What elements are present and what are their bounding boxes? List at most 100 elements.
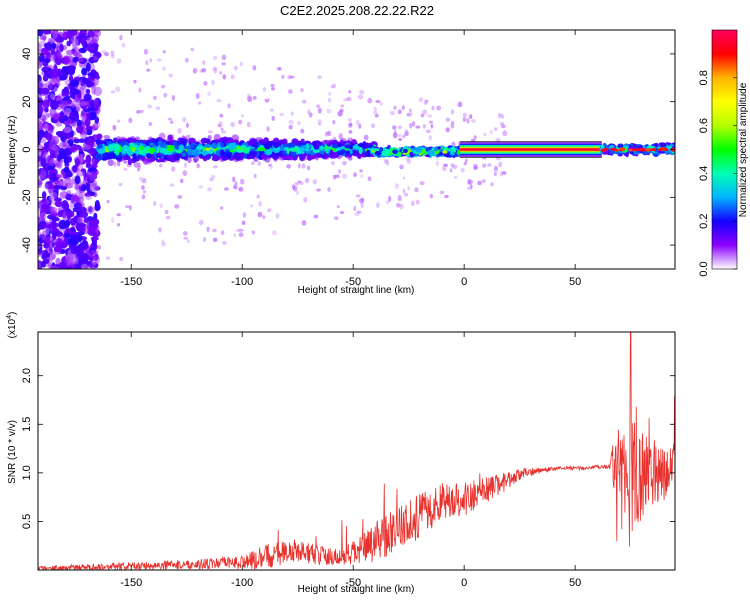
spectrogram-blob — [83, 217, 89, 224]
spectrogram-blob — [77, 92, 82, 99]
spectrogram-blob — [142, 139, 147, 144]
spectrogram-blob — [68, 139, 74, 147]
spectrogram-blob — [365, 149, 371, 157]
spectrogram-blob — [40, 157, 47, 168]
spectrogram-blob — [60, 100, 69, 108]
spectrogram-blob — [276, 67, 281, 71]
spectrogram-blob — [386, 200, 389, 204]
spectrogram-blob — [327, 130, 332, 137]
spectrogram-blob — [397, 151, 402, 156]
spectrogram-blob — [371, 123, 376, 129]
spectrogram-blob — [306, 165, 311, 171]
spectrogram-blob — [234, 65, 238, 71]
spectrogram-blob — [238, 232, 244, 238]
colorbar: 0.0 0.2 0.4 0.6 0.8 Normalized spectral ampl… — [698, 29, 749, 277]
spectrogram-blob — [288, 157, 294, 161]
spectrogram-blob — [497, 112, 502, 119]
spectrogram-blob — [408, 112, 413, 117]
spectrogram-blob — [392, 149, 399, 155]
spectrogram-blob — [286, 164, 291, 169]
spectrogram-blob — [141, 185, 145, 190]
spectrogram-blob — [228, 142, 236, 150]
spectrogram-blob — [307, 155, 314, 159]
spectrogram-blob — [397, 125, 402, 130]
spectrogram-blob — [68, 147, 75, 153]
spectrogram-blob — [219, 113, 224, 118]
spectrogram-blob — [494, 127, 498, 132]
spectrogram-blob — [133, 79, 137, 84]
colorbar-label: Normalized spectral amplitude — [738, 82, 749, 217]
spectrogram-blob — [220, 149, 225, 157]
spectrogram-blob — [106, 199, 110, 204]
spectrogram-blob — [304, 177, 310, 184]
spectrogram-blob — [347, 118, 352, 122]
spectrogram-blob — [430, 124, 434, 129]
spectrogram-blob — [43, 122, 49, 131]
spectrogram-blob — [339, 210, 345, 215]
spectrogram-blob — [469, 114, 473, 119]
spectrogram-blob — [67, 156, 72, 163]
spectrogram-blob — [90, 236, 99, 241]
spectrogram-blob — [469, 183, 473, 190]
spectrogram-blob — [42, 252, 51, 259]
spectrogram-marks — [38, 30, 675, 269]
spectrogram-blob — [81, 263, 88, 269]
spectrogram-blob — [332, 152, 338, 157]
spectrogram-blob — [318, 122, 322, 126]
spectrogram-blob — [344, 144, 352, 149]
spectrogram-blob — [350, 138, 357, 144]
snr-x-tick-label: 50 — [569, 577, 581, 589]
spectrogram-blob — [462, 116, 467, 122]
spectrogram-blob — [372, 148, 380, 152]
spectrogram-blob — [81, 77, 89, 84]
spectrogram-blob — [257, 147, 265, 152]
spectrogram-blob — [658, 148, 663, 152]
spectrogram-blob — [53, 179, 59, 185]
spectrogram-blob — [324, 131, 328, 137]
spectrogram-blob — [40, 87, 50, 95]
spectrogram-blob — [435, 160, 439, 167]
spectrogram-blob — [376, 202, 380, 209]
spectrogram-blob — [185, 134, 191, 139]
spectrogram-blob — [174, 204, 180, 209]
spectrogram-blob — [50, 211, 58, 217]
spectrogram-blob — [88, 110, 97, 121]
spectrogram-blob — [477, 180, 483, 186]
spectrogram-blob — [184, 162, 187, 169]
spectrogram-blob — [250, 204, 253, 208]
spectrogram-blob — [156, 152, 162, 158]
spectrogram-blob — [181, 152, 186, 157]
spectrogram-blob — [152, 95, 157, 100]
spectrogram-blob — [127, 158, 133, 166]
spectrogram-blob — [219, 142, 225, 148]
spectrogram-blob — [288, 119, 294, 125]
spectrogram-blob — [118, 141, 126, 146]
spectrogram-blob — [220, 230, 225, 236]
spectrogram-blob — [94, 203, 101, 211]
spectrogram-blob — [116, 213, 121, 217]
spectrogram-blob — [331, 143, 339, 149]
spectrogram-y-axis-label: Frequency (Hz) — [7, 116, 18, 185]
spectrogram-blob — [40, 223, 46, 229]
spectrogram-blob — [452, 164, 458, 170]
spectrogram-blob — [93, 212, 98, 220]
spectrogram-blob — [297, 163, 301, 169]
spectrogram-blob — [359, 89, 365, 95]
snr-panel: -150 -100 -50 0 50 0.5 1.0 1.5 2.0 Height of st… — [6, 312, 676, 595]
spectrogram-blob — [220, 127, 224, 131]
spectrogram-blob — [379, 101, 384, 106]
spectrogram-blob — [38, 229, 41, 239]
spectrogram-blob — [119, 34, 123, 41]
spectrogram-blob — [118, 182, 123, 187]
spectrogram-blob — [347, 137, 353, 141]
spectrogram-blob — [103, 134, 111, 140]
spectrogram-blob — [182, 117, 187, 123]
spectrogram-blob — [184, 145, 191, 150]
spectrogram-y-tick-label: -20 — [21, 189, 33, 205]
spectrogram-blob — [72, 110, 79, 117]
spectrogram-blob — [94, 116, 100, 124]
spectrogram-blob — [38, 242, 41, 250]
spectrogram-blob — [253, 174, 257, 178]
spectrogram-blob — [138, 87, 142, 93]
spectrogram-blob — [467, 186, 470, 190]
